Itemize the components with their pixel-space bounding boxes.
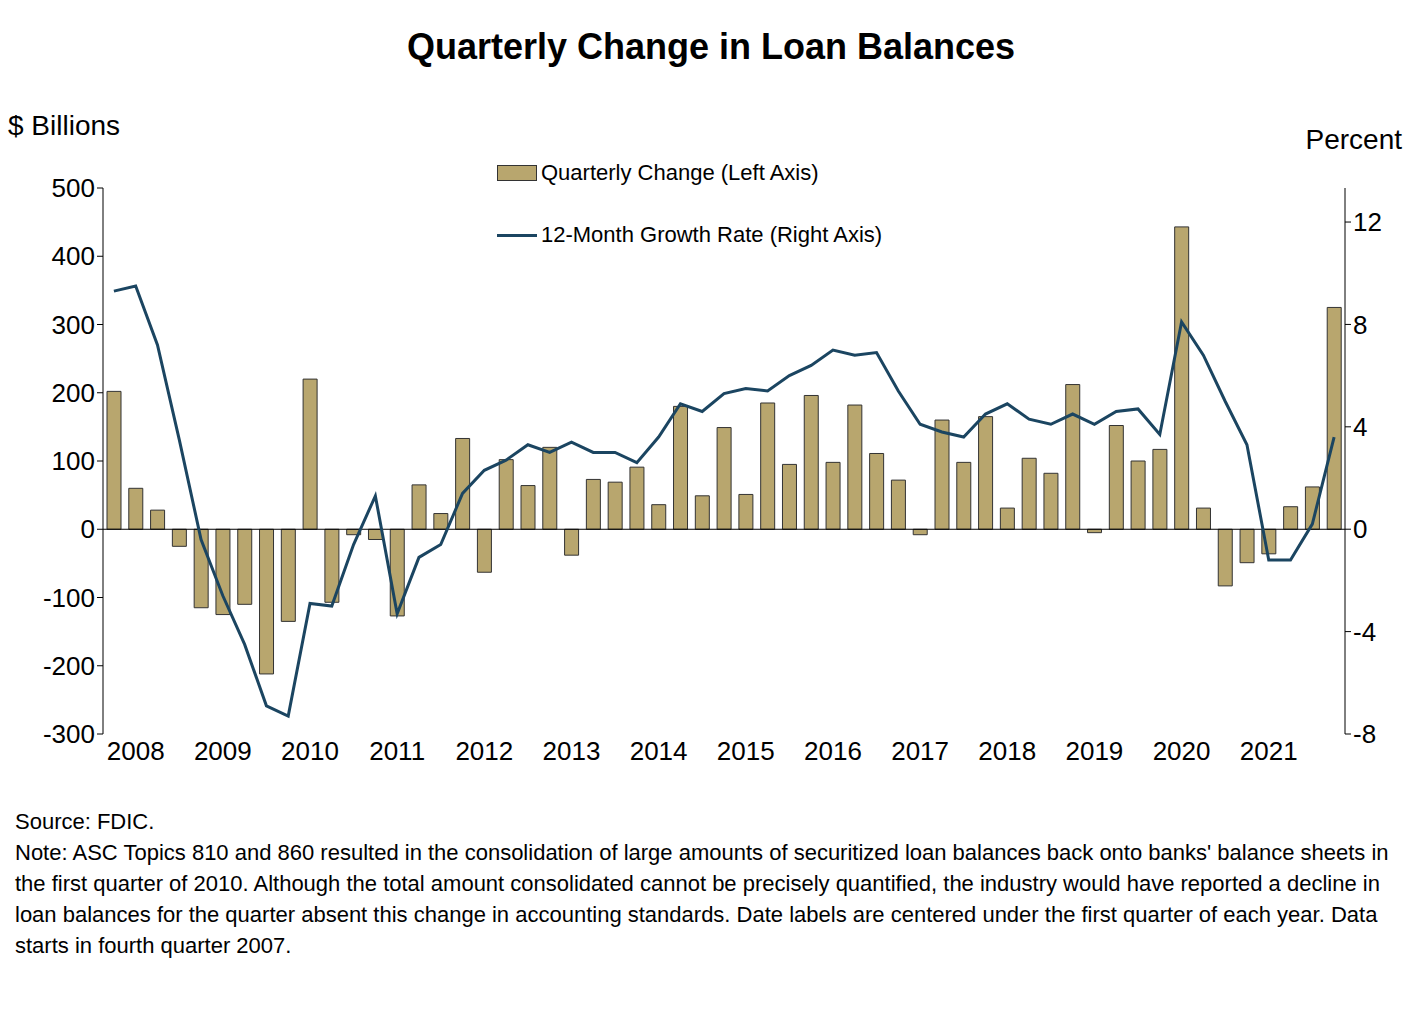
html-text:Source: FDIC.: Source: FDIC.	[15, 809, 155, 834]
svg-text:-300: -300	[43, 719, 95, 749]
svg-text:200: 200	[52, 378, 95, 408]
html-text:Percent: Percent	[1305, 124, 1402, 155]
svg-text:2019: 2019	[1065, 736, 1123, 766]
svg-text:8: 8	[1353, 310, 1367, 340]
html-text:Quarterly Change in Loan Balan: Quarterly Change in Loan Balances	[406, 26, 1016, 67]
svg-text:2013: 2013	[543, 736, 601, 766]
svg-text:-100: -100	[43, 583, 95, 613]
svg-text:2017: 2017	[891, 736, 949, 766]
svg-text:2011: 2011	[369, 736, 425, 766]
svg-text:2020: 2020	[1153, 736, 1211, 766]
svg-text:2014: 2014	[630, 736, 688, 766]
svg-text:2008: 2008	[107, 736, 165, 766]
svg-text:-4: -4	[1353, 617, 1376, 647]
html-text:Quarterly Change (Left Axis): Quarterly Change (Left Axis)	[541, 160, 819, 185]
svg-text:2021: 2021	[1240, 736, 1298, 766]
svg-text:-8: -8	[1353, 719, 1376, 749]
svg-text:2010: 2010	[281, 736, 339, 766]
svg-text:0: 0	[81, 514, 95, 544]
svg-text:2016: 2016	[804, 736, 862, 766]
svg-text:2012: 2012	[455, 736, 513, 766]
svg-text:0: 0	[1353, 514, 1367, 544]
html-text:12-Month Growth Rate (Right Ax: 12-Month Growth Rate (Right Axis)	[541, 222, 883, 247]
svg-text:2015: 2015	[717, 736, 775, 766]
svg-text:2018: 2018	[978, 736, 1036, 766]
svg-text:100: 100	[52, 446, 95, 476]
svg-text:4: 4	[1353, 412, 1367, 442]
html-text:$ Billions: $ Billions	[8, 110, 121, 141]
svg-text:400: 400	[52, 241, 95, 271]
svg-text:300: 300	[52, 310, 95, 340]
svg-text:12: 12	[1353, 207, 1382, 237]
svg-text:2009: 2009	[194, 736, 252, 766]
svg-text:-200: -200	[43, 651, 95, 681]
html-text:Note: ASC Topics 810 and 860 r: Note: ASC Topics 810 and 860 resulted in…	[15, 840, 1389, 958]
svg-text:500: 500	[52, 173, 95, 203]
